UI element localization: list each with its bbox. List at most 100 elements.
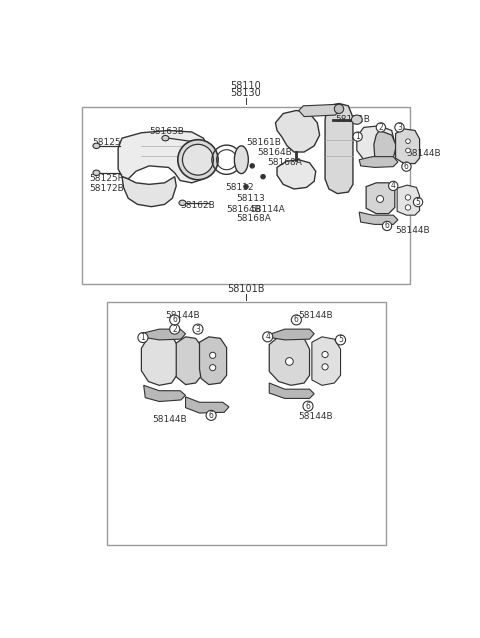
Polygon shape [200,337,227,385]
Polygon shape [269,334,310,385]
Circle shape [286,358,293,366]
Circle shape [303,401,313,411]
Bar [82,107,410,285]
Ellipse shape [234,146,248,174]
Polygon shape [359,212,398,225]
Text: 6: 6 [306,401,311,411]
Text: 5: 5 [416,198,420,207]
Polygon shape [118,130,209,183]
Polygon shape [374,130,396,161]
Circle shape [335,104,344,114]
Text: 58113: 58113 [237,194,265,203]
Text: 58144B: 58144B [153,415,187,424]
Text: 58164B: 58164B [258,147,292,156]
Text: 58112: 58112 [225,183,254,192]
Circle shape [244,184,248,189]
Circle shape [402,162,411,171]
Polygon shape [276,110,320,152]
Polygon shape [269,383,314,398]
Circle shape [336,335,346,345]
Circle shape [263,332,273,342]
Text: 4: 4 [391,181,396,190]
Text: 58125F: 58125F [89,174,123,182]
Text: 58144B: 58144B [165,311,200,320]
Text: 58144B: 58144B [407,149,441,158]
Text: 58151B: 58151B [335,115,370,124]
Polygon shape [366,183,395,214]
Text: 58110: 58110 [230,81,262,91]
Circle shape [261,174,265,179]
Text: 2: 2 [172,325,177,334]
Text: 58172B: 58172B [89,184,124,193]
Text: 3: 3 [195,325,200,334]
Ellipse shape [93,143,100,149]
Circle shape [210,352,216,359]
Text: 58114A: 58114A [250,205,285,214]
Text: 58162B: 58162B [180,200,215,210]
Circle shape [322,364,328,370]
Circle shape [169,324,180,334]
Circle shape [389,181,398,191]
Circle shape [377,195,384,202]
Text: 58164B: 58164B [227,205,262,214]
Circle shape [406,139,410,144]
Polygon shape [269,329,314,340]
Polygon shape [299,104,340,117]
Circle shape [413,197,423,207]
Polygon shape [144,385,186,401]
Text: 58101B: 58101B [227,284,265,294]
Polygon shape [312,337,340,385]
Circle shape [353,132,362,141]
Text: 6: 6 [209,411,214,420]
Polygon shape [397,185,420,215]
Polygon shape [277,160,316,189]
Circle shape [383,221,392,230]
Circle shape [182,144,214,175]
Polygon shape [325,103,353,193]
Circle shape [395,122,404,132]
Polygon shape [176,337,202,385]
Polygon shape [359,157,398,167]
Text: 1: 1 [355,132,360,141]
Text: 58144B: 58144B [299,412,333,420]
Text: 58161B: 58161B [246,138,281,147]
Ellipse shape [93,170,100,175]
Circle shape [291,315,301,325]
Text: 1: 1 [141,333,145,342]
Circle shape [405,195,411,200]
Ellipse shape [179,200,186,205]
Circle shape [250,163,254,168]
Text: 2: 2 [378,123,383,132]
Bar [107,302,385,545]
Circle shape [405,205,411,210]
Text: 6: 6 [404,162,409,171]
Text: 58144B: 58144B [395,226,430,235]
Circle shape [206,410,216,420]
Polygon shape [144,329,186,340]
Circle shape [138,332,148,343]
Circle shape [169,315,180,325]
Ellipse shape [162,135,169,141]
Polygon shape [122,177,176,207]
Text: 4: 4 [265,332,270,341]
Polygon shape [357,126,395,163]
Circle shape [210,364,216,371]
Text: 6: 6 [294,315,299,324]
Circle shape [178,140,218,180]
Text: 58168A: 58168A [237,214,272,223]
Text: 6: 6 [172,315,177,324]
Text: 3: 3 [397,123,402,132]
Text: 58125: 58125 [93,138,121,147]
Circle shape [193,324,203,334]
Text: 5: 5 [338,336,343,345]
Circle shape [322,352,328,358]
Circle shape [376,122,385,132]
Text: 58144B: 58144B [299,311,333,320]
Text: 58163B: 58163B [149,127,184,136]
Text: 6: 6 [384,221,389,230]
Text: 58130: 58130 [230,89,262,98]
Circle shape [406,148,410,152]
Polygon shape [396,129,420,163]
Text: 58168A: 58168A [267,158,302,167]
Polygon shape [186,397,229,413]
